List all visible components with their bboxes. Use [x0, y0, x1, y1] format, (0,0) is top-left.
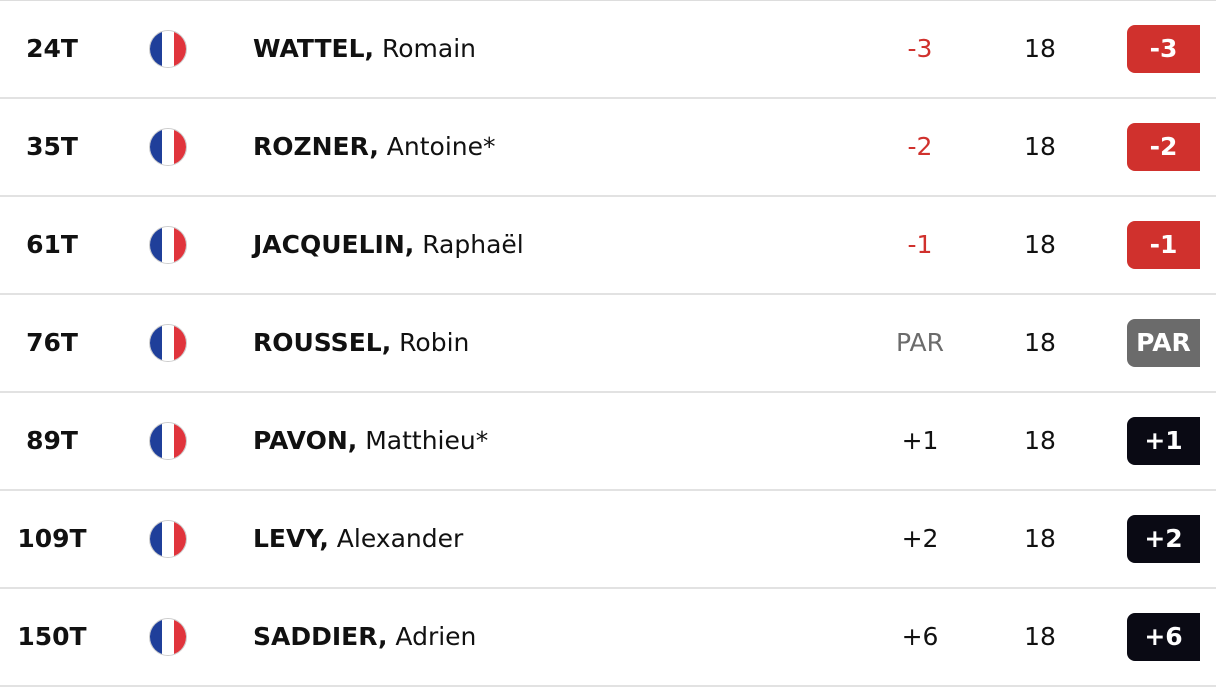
flag-icon [149, 128, 187, 166]
score: -2 [907, 132, 933, 161]
thru: 18 [1024, 622, 1056, 651]
flag-icon [149, 30, 187, 68]
leaderboard-row: 150T SADDIER, Adrien +6 18 +6 [0, 589, 1216, 687]
leaderboard-row: 89T PAVON, Matthieu* +1 18 +1 [0, 393, 1216, 491]
flag-stripe [162, 31, 174, 67]
flag-stripe [174, 31, 186, 67]
last-name: WATTEL, [253, 34, 375, 63]
first-name: Matthieu* [365, 426, 489, 455]
flag-stripe [150, 521, 162, 557]
thru: 18 [1024, 426, 1056, 455]
flag-stripe [150, 31, 162, 67]
score: PAR [896, 328, 944, 357]
leaderboard-row: 35T ROZNER, Antoine* -2 18 -2 [0, 99, 1216, 197]
flag-stripe [162, 619, 174, 655]
score: -3 [907, 34, 933, 63]
flag-stripe [174, 227, 186, 263]
flag-stripe [162, 521, 174, 557]
flag-stripe [150, 619, 162, 655]
position: 76T [26, 328, 78, 357]
thru: 18 [1024, 34, 1056, 63]
player-name: PAVON, Matthieu* [253, 393, 488, 489]
position: 35T [26, 132, 78, 161]
flag-icon [149, 324, 187, 362]
player-name: JACQUELIN, Raphaël [253, 197, 524, 293]
first-name: Antoine* [386, 132, 496, 161]
flag-stripe [162, 227, 174, 263]
first-name: Robin [399, 328, 470, 357]
flag-stripe [174, 521, 186, 557]
flag-stripe [150, 423, 162, 459]
flag-stripe [150, 325, 162, 361]
player-name: LEVY, Alexander [253, 491, 463, 587]
last-name: ROZNER, [253, 132, 379, 161]
leaderboard-row: 109T LEVY, Alexander +2 18 +2 [0, 491, 1216, 589]
position: 61T [26, 230, 78, 259]
total-badge: +1 [1127, 417, 1200, 465]
score: +2 [901, 524, 939, 553]
leaderboard-row: 61T JACQUELIN, Raphaël -1 18 -1 [0, 197, 1216, 295]
score: +6 [901, 622, 939, 651]
leaderboard-row: 24T WATTEL, Romain -3 18 -3 [0, 1, 1216, 99]
first-name: Alexander [336, 524, 464, 553]
flag-icon [149, 226, 187, 264]
first-name: Adrien [395, 622, 477, 651]
flag-stripe [174, 325, 186, 361]
flag-stripe [162, 325, 174, 361]
flag-stripe [174, 619, 186, 655]
total-badge: -1 [1127, 221, 1200, 269]
flag-icon [149, 618, 187, 656]
position: 24T [26, 34, 78, 63]
flag-stripe [150, 227, 162, 263]
flag-icon [149, 520, 187, 558]
first-name: Romain [382, 34, 477, 63]
total-badge: +6 [1127, 613, 1200, 661]
total-badge: PAR [1127, 319, 1200, 367]
flag-stripe [174, 129, 186, 165]
position: 150T [17, 622, 87, 651]
first-name: Raphaël [422, 230, 524, 259]
total-badge: -3 [1127, 25, 1200, 73]
flag-stripe [174, 423, 186, 459]
player-name: SADDIER, Adrien [253, 589, 476, 685]
total-badge: -2 [1127, 123, 1200, 171]
thru: 18 [1024, 132, 1056, 161]
score: +1 [901, 426, 939, 455]
last-name: PAVON, [253, 426, 358, 455]
score: -1 [907, 230, 933, 259]
position: 89T [26, 426, 78, 455]
player-name: ROUSSEL, Robin [253, 295, 469, 391]
thru: 18 [1024, 524, 1056, 553]
last-name: LEVY, [253, 524, 329, 553]
leaderboard-row: 76T ROUSSEL, Robin PAR 18 PAR [0, 295, 1216, 393]
position: 109T [17, 524, 87, 553]
last-name: JACQUELIN, [253, 230, 415, 259]
flag-icon [149, 422, 187, 460]
thru: 18 [1024, 230, 1056, 259]
total-badge: +2 [1127, 515, 1200, 563]
player-name: WATTEL, Romain [253, 1, 476, 97]
last-name: SADDIER, [253, 622, 388, 651]
player-name: ROZNER, Antoine* [253, 99, 496, 195]
thru: 18 [1024, 328, 1056, 357]
last-name: ROUSSEL, [253, 328, 392, 357]
flag-stripe [162, 129, 174, 165]
flag-stripe [162, 423, 174, 459]
flag-stripe [150, 129, 162, 165]
